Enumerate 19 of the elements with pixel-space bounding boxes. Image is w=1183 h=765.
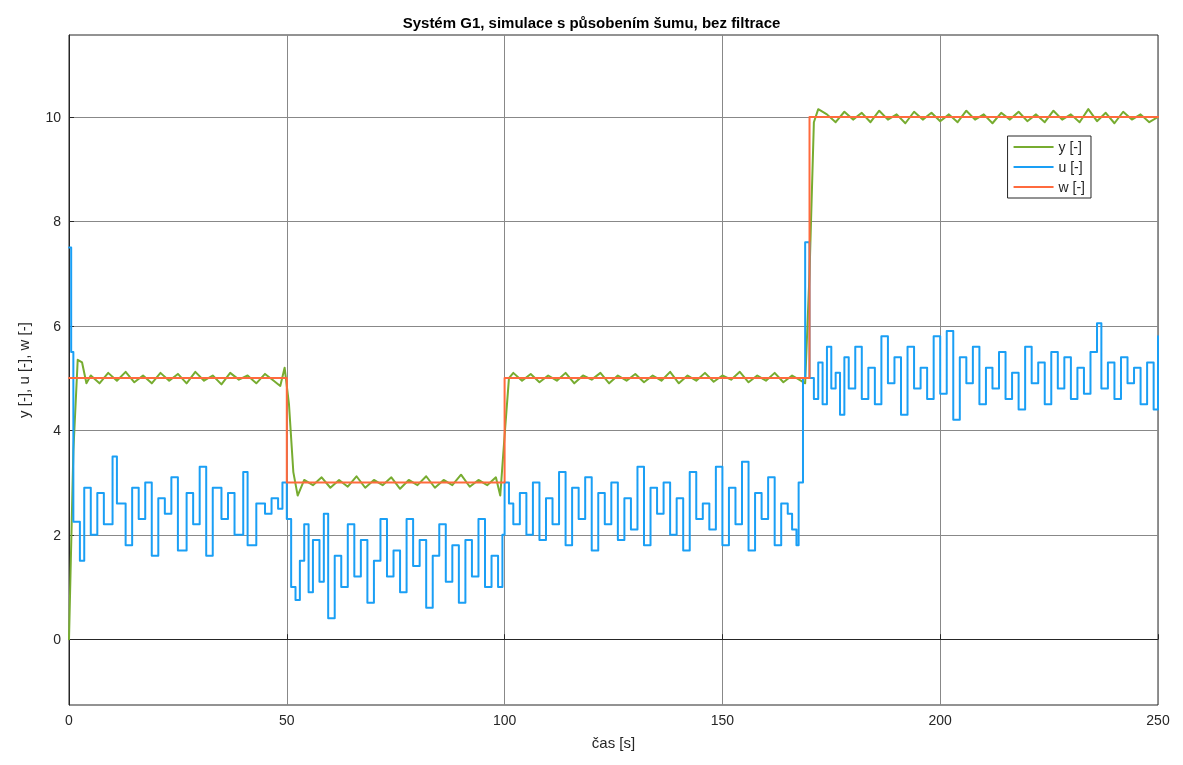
y-tick-label: 6 <box>53 317 62 334</box>
x-tick-label: 250 <box>1146 712 1170 728</box>
legend-label: y [-] <box>1058 139 1082 155</box>
x-tick-label: 50 <box>279 712 295 728</box>
y-tick-label: 2 <box>53 526 62 543</box>
y-axis-title: y [-], u [-], w [-] <box>15 322 32 418</box>
x-axis-title: čas [s] <box>591 734 636 751</box>
x-tick-label: 150 <box>710 712 735 728</box>
y-tick-label: 10 <box>45 108 62 125</box>
x-tick-label: 0 <box>65 712 74 728</box>
y-tick-label: 0 <box>53 631 62 648</box>
y-tick-label: 4 <box>53 422 62 439</box>
line-series <box>68 108 1159 641</box>
y-tick-label: 8 <box>53 213 62 230</box>
chart-title: Systém G1, simulace s působením šumu, bez filtrace <box>402 14 781 31</box>
legend-label: w [-] <box>1057 179 1086 195</box>
legend-label: u [-] <box>1058 159 1083 175</box>
x-tick-label: 100 <box>492 712 517 728</box>
x-tick-label: 200 <box>928 712 953 728</box>
